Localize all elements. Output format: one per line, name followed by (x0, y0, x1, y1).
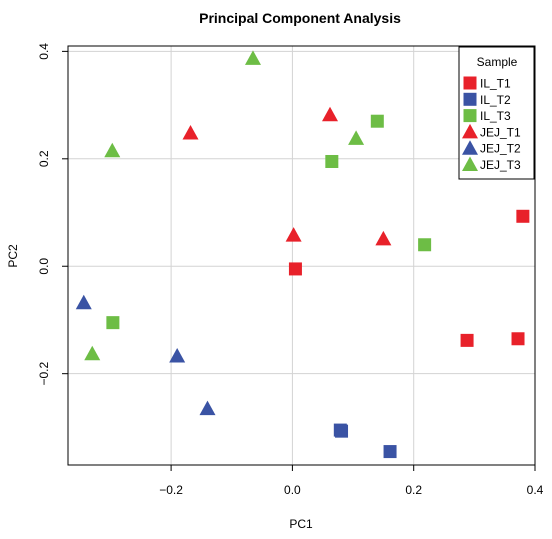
square-point (288, 262, 302, 276)
data-points (75, 50, 530, 459)
legend-entry-label: IL_T1 (480, 77, 511, 91)
square-point (511, 332, 525, 346)
x-tick-label: −0.2 (159, 483, 183, 497)
triangle-point (84, 345, 101, 361)
legend-triangle-icon (462, 123, 478, 139)
legend-entry-label: JEJ_T2 (480, 142, 521, 156)
plot-frame (67, 45, 536, 466)
square-point (335, 424, 349, 438)
legend-square-icon (463, 109, 477, 123)
x-tick-label: 0.4 (527, 483, 544, 497)
square-point (106, 316, 120, 330)
legend-entry-label: JEJ_T3 (480, 158, 521, 172)
y-tick-label: 0.2 (37, 150, 51, 167)
square-point (516, 209, 530, 223)
legend-square-icon (463, 92, 477, 106)
y-tick-label: −0.2 (37, 362, 51, 386)
triangle-point (182, 125, 199, 140)
triangle-point (75, 294, 92, 310)
legend-square-icon (463, 76, 477, 90)
x-tick-label: 0.0 (284, 483, 301, 497)
triangle-point (375, 230, 392, 246)
triangle-point (285, 227, 302, 242)
triangle-point (104, 142, 121, 158)
legend-entry-label: IL_T2 (480, 93, 511, 107)
triangle-point (244, 50, 261, 65)
triangle-point (169, 347, 186, 363)
x-tick-label: 0.2 (405, 483, 422, 497)
legend-triangle-icon (462, 140, 478, 155)
legend-entry-label: IL_T3 (480, 109, 511, 123)
y-axis-label: PC2 (6, 244, 20, 268)
legend-entry-label: JEJ_T1 (480, 125, 521, 139)
triangle-point (322, 106, 339, 122)
square-point (383, 445, 397, 459)
triangle-point (348, 130, 365, 145)
triangle-point (199, 400, 216, 416)
square-point (460, 333, 474, 347)
chart-title: Principal Component Analysis (199, 10, 401, 26)
y-tick-label: 0.4 (37, 43, 51, 60)
square-point (370, 114, 384, 128)
axes: −0.2 0.0 0.2 0.4 −0.2 0.0 0.2 0.4 (37, 43, 544, 497)
legend-triangle-icon (462, 156, 478, 171)
x-axis-label: PC1 (289, 517, 313, 531)
y-tick-label: 0.0 (37, 258, 51, 275)
legend: Sample IL_T1 IL_T2 IL_T3 JEJ_T1 JEJ_T2 JEJ_T3 (458, 46, 535, 180)
square-point (325, 154, 339, 168)
legend-title: Sample (477, 55, 518, 69)
square-point (418, 238, 432, 252)
